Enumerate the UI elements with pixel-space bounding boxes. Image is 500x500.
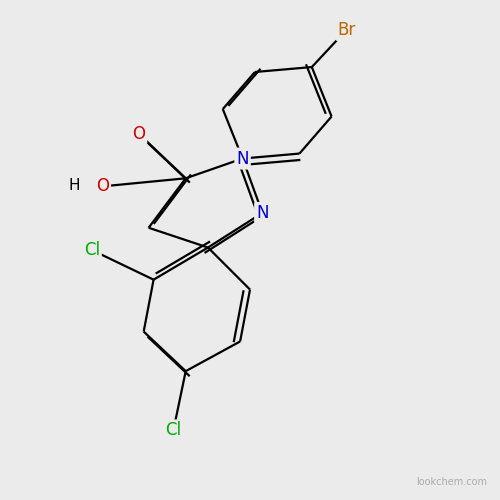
Text: H: H [68, 178, 80, 193]
Text: N: N [236, 150, 249, 168]
Text: O: O [132, 125, 145, 143]
Text: N: N [256, 204, 268, 222]
Text: Br: Br [338, 21, 355, 39]
Text: O: O [96, 176, 109, 194]
Text: Cl: Cl [84, 241, 100, 259]
Text: lookchem.com: lookchem.com [416, 478, 488, 488]
Text: Cl: Cl [166, 422, 182, 440]
